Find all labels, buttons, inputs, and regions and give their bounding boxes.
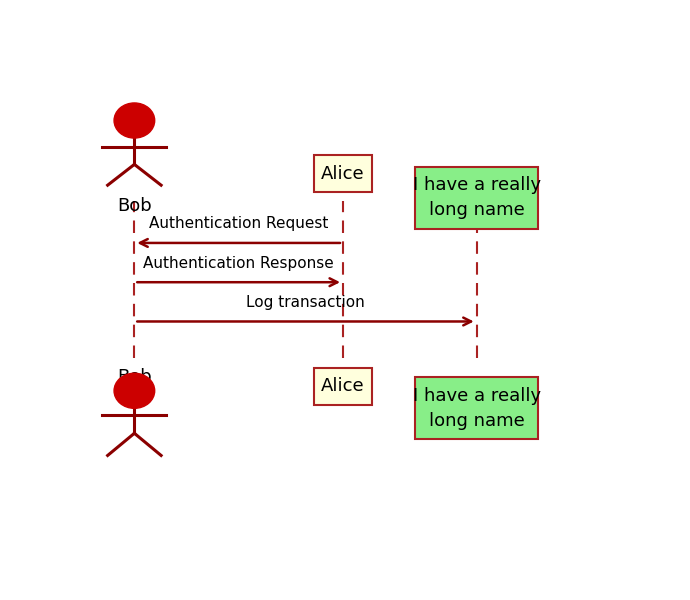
FancyBboxPatch shape — [313, 155, 373, 192]
Text: Bob: Bob — [117, 197, 152, 215]
Text: Authentication Response: Authentication Response — [144, 256, 334, 271]
Text: Alice: Alice — [321, 164, 365, 182]
Text: I have a really
long name: I have a really long name — [413, 386, 541, 430]
FancyBboxPatch shape — [313, 368, 373, 404]
Circle shape — [114, 103, 155, 138]
Text: I have a really
long name: I have a really long name — [413, 176, 541, 220]
Text: Bob: Bob — [117, 368, 152, 386]
FancyBboxPatch shape — [415, 167, 538, 229]
FancyBboxPatch shape — [415, 377, 538, 439]
Text: Authentication Request: Authentication Request — [149, 217, 328, 232]
Circle shape — [114, 373, 155, 409]
Text: Log transaction: Log transaction — [246, 295, 365, 310]
Text: Alice: Alice — [321, 377, 365, 395]
